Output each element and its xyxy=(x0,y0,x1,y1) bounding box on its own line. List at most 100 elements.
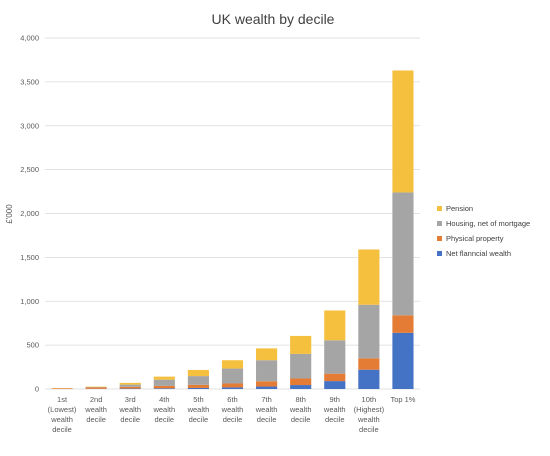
category-label-line: wealth xyxy=(118,405,141,414)
category-label-line: wealth xyxy=(84,405,107,414)
bar-segment-financial xyxy=(324,381,345,389)
legend-label: Physical property xyxy=(446,234,504,243)
bar-segment-pension xyxy=(392,70,413,192)
bar-segment-housing xyxy=(120,385,141,387)
bar-segment-housing xyxy=(392,192,413,315)
category-label-line: 4th xyxy=(159,395,169,404)
bar-segment-physical xyxy=(256,381,277,386)
y-tick-label: 2,000 xyxy=(20,209,39,218)
bar-segment-physical xyxy=(154,386,175,388)
bar-segment-financial xyxy=(290,385,311,389)
bar-segment-financial xyxy=(154,388,175,389)
category-label-line: 1st xyxy=(57,395,68,404)
category-label-line: wealth xyxy=(187,405,210,414)
bar-segment-pension xyxy=(222,360,243,368)
bars xyxy=(51,70,413,389)
bar-segment-pension xyxy=(256,348,277,360)
bar-segment-pension xyxy=(120,383,141,385)
bar-segment-physical xyxy=(86,388,107,389)
category-label-line: decile xyxy=(223,415,243,424)
category-label-line: wealth xyxy=(221,405,244,414)
bar-segment-housing xyxy=(358,305,379,359)
bar-segment-physical xyxy=(324,374,345,381)
bar-segment-pension xyxy=(188,370,209,376)
bar-segment-pension xyxy=(154,377,175,380)
y-axis-ticks: 0 500 1,000 1,500 2,000 2,500 3,000 3,500 4,000 xyxy=(20,34,39,394)
legend-swatch-financial xyxy=(437,251,442,256)
category-label-line: decile xyxy=(120,415,140,424)
y-tick-label: 3,000 xyxy=(20,121,39,130)
bar-segment-financial xyxy=(392,333,413,389)
bar-segment-physical xyxy=(392,315,413,333)
category-label-line: (Lowest) xyxy=(48,405,77,414)
category-label-line: wealth xyxy=(50,415,73,424)
bar-segment-housing xyxy=(324,340,345,373)
category-label-line: wealth xyxy=(255,405,278,414)
category-label-line: decile xyxy=(155,415,175,424)
chart-title: UK wealth by decile xyxy=(212,11,335,27)
y-axis-label: £'000 xyxy=(5,204,14,224)
category-label-line: 9th xyxy=(330,395,340,404)
category-label-line: wealth xyxy=(152,405,175,414)
category-label-line: wealth xyxy=(323,405,346,414)
legend-swatch-physical xyxy=(437,236,442,241)
category-label-line: (Highest) xyxy=(354,405,385,414)
bar-segment-housing xyxy=(222,369,243,384)
bar-segment-physical xyxy=(290,378,311,385)
bar-segment-housing xyxy=(188,376,209,385)
bar-segment-pension xyxy=(290,336,311,354)
category-label-line: 3rd xyxy=(125,395,136,404)
bar-segment-physical xyxy=(51,388,72,389)
bar-segment-housing xyxy=(154,380,175,386)
category-label-line: decile xyxy=(52,425,72,434)
category-label-line: decile xyxy=(86,415,106,424)
category-label-line: 6th xyxy=(227,395,237,404)
category-label: Top 1% xyxy=(390,395,415,404)
category-label-line: 8th xyxy=(295,395,305,404)
category-label-line: 10th xyxy=(362,395,377,404)
category-label-line: Top 1% xyxy=(390,395,415,404)
category-label-line: decile xyxy=(291,415,311,424)
category-label-line: decile xyxy=(189,415,209,424)
bar-segment-financial xyxy=(222,387,243,389)
bar-segment-physical xyxy=(120,387,141,389)
category-label-line: decile xyxy=(359,425,379,434)
y-tick-label: 3,500 xyxy=(20,77,39,86)
legend-swatch-housing xyxy=(437,221,442,226)
category-label-line: wealth xyxy=(357,415,380,424)
legend-swatch-pension xyxy=(437,206,442,211)
y-tick-label: 1,000 xyxy=(20,297,39,306)
legend: Pension Housing, net of mortgage Physical … xyxy=(437,204,530,258)
bar-segment-housing xyxy=(256,360,277,381)
bar-segment-pension xyxy=(324,310,345,340)
legend-label: Net flanncial wealth xyxy=(446,249,511,258)
bar-segment-physical xyxy=(188,385,209,388)
category-label-line: decile xyxy=(325,415,345,424)
legend-label: Housing, net of mortgage xyxy=(446,219,530,228)
y-tick-label: 1,500 xyxy=(20,253,39,262)
bar-segment-financial xyxy=(256,387,277,389)
bar-segment-housing xyxy=(290,354,311,379)
y-tick-label: 2,500 xyxy=(20,165,39,174)
category-label-line: 2nd xyxy=(90,395,103,404)
bar-segment-physical xyxy=(358,358,379,369)
bar-segment-financial xyxy=(358,370,379,389)
category-label-line: 7th xyxy=(261,395,271,404)
y-tick-label: 4,000 xyxy=(20,34,39,43)
y-tick-label: 0 xyxy=(35,385,39,394)
y-tick-label: 500 xyxy=(26,341,39,350)
legend-label: Pension xyxy=(446,204,473,213)
